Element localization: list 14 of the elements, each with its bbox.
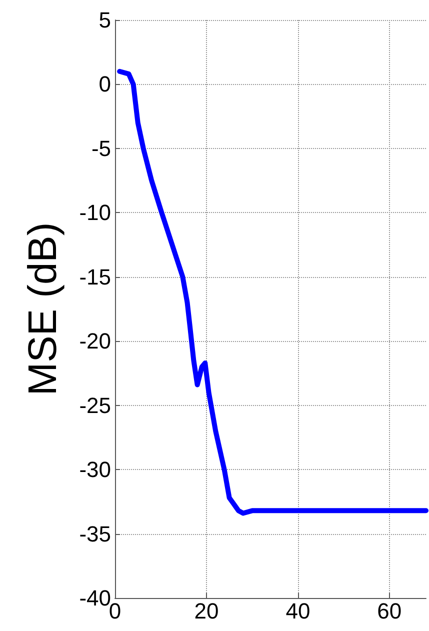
y-tick-label: -25 — [79, 392, 111, 418]
y-tick-label: -30 — [79, 457, 111, 482]
x-tick-label: 40 — [286, 598, 310, 624]
y-tick-label: -35 — [79, 521, 111, 546]
x-tick-label: 20 — [194, 598, 219, 624]
y-tick-label: 5 — [98, 8, 111, 32]
y-tick-label: -10 — [79, 200, 111, 226]
y-axis-title: MSE (dB) — [21, 222, 65, 396]
y-tick-label: -20 — [79, 328, 111, 354]
y-tick-label: -5 — [91, 136, 111, 161]
y-tick-label: 0 — [98, 72, 111, 97]
y-tick-label: -40 — [79, 586, 111, 610]
x-tick-label: 60 — [377, 598, 402, 624]
y-tick-label: -15 — [79, 264, 111, 290]
